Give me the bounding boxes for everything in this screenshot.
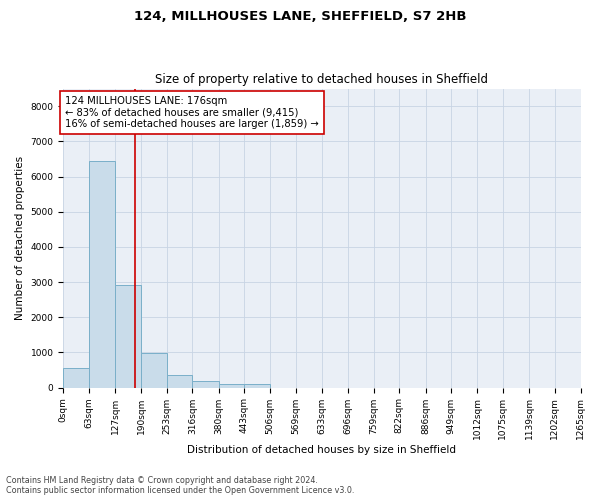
Y-axis label: Number of detached properties: Number of detached properties <box>15 156 25 320</box>
Bar <box>167 375 193 388</box>
Bar <box>89 162 115 388</box>
Bar <box>115 285 141 388</box>
Bar <box>63 368 89 388</box>
Text: 124 MILLHOUSES LANE: 176sqm
← 83% of detached houses are smaller (9,415)
16% of : 124 MILLHOUSES LANE: 176sqm ← 83% of det… <box>65 96 319 129</box>
X-axis label: Distribution of detached houses by size in Sheffield: Distribution of detached houses by size … <box>187 445 457 455</box>
Text: 124, MILLHOUSES LANE, SHEFFIELD, S7 2HB: 124, MILLHOUSES LANE, SHEFFIELD, S7 2HB <box>134 10 466 23</box>
Bar <box>193 382 218 388</box>
Text: Contains HM Land Registry data © Crown copyright and database right 2024.
Contai: Contains HM Land Registry data © Crown c… <box>6 476 355 495</box>
Bar <box>218 384 244 388</box>
Bar <box>141 353 167 388</box>
Bar <box>244 384 270 388</box>
Title: Size of property relative to detached houses in Sheffield: Size of property relative to detached ho… <box>155 73 488 86</box>
